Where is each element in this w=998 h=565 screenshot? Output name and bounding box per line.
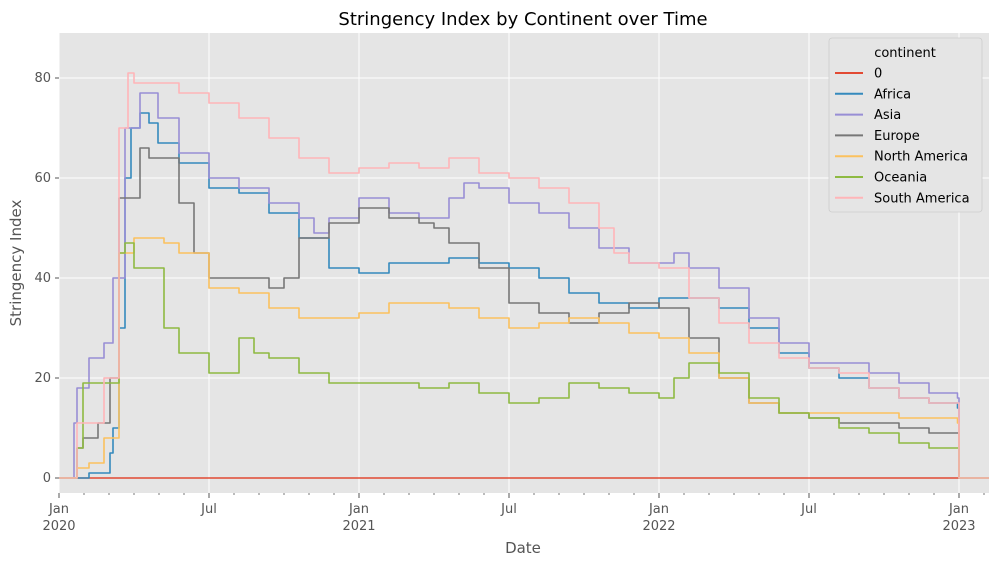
x-axis: Jan 2020 Jul Jan 2021 Jul Jan 2022 Jul Jan 2023 [42,493,985,534]
y-axis: 0 20 40 60 80 [34,71,59,486]
x-axis-label: Date [505,539,541,557]
x-tick-label: Jul [800,502,817,517]
x-tick-label: Jan [648,502,669,517]
x-tick-year: 2023 [942,519,975,534]
chart-title: Stringency Index by Continent over Time [338,9,707,30]
legend-label-oceania: Oceania [874,171,927,186]
y-tick-label: 40 [34,271,51,286]
x-tick-year: 2020 [42,519,75,534]
legend-label-north-america: North America [874,150,968,165]
x-tick-label: Jul [500,502,517,517]
y-tick-label: 20 [34,371,51,386]
series-line-oceania [59,242,989,479]
y-tick-label: 0 [43,471,51,486]
legend-items: 0 Africa Asia Europe North America Oceania Sou… [835,67,970,206]
legend-box [828,37,983,213]
x-tick-year: 2022 [642,519,675,534]
legend: continent 0 Africa Asia Europe North America… [828,37,983,213]
legend-title: continent [874,46,936,61]
legend-label-asia: Asia [874,108,901,123]
series-layer [59,72,989,479]
y-tick-label: 60 [34,171,51,186]
series-line-south-america [59,72,989,479]
y-axis-label: Stringency Index [7,200,25,327]
legend-label-africa: Africa [874,87,911,102]
x-tick-label: Jan [948,502,969,517]
x-tick-year: 2021 [342,519,375,534]
legend-label-europe: Europe [874,129,920,144]
legend-label-0: 0 [874,67,882,82]
x-tick-label: Jul [200,502,217,517]
x-tick-label: Jan [348,502,369,517]
y-tick-label: 80 [34,71,51,86]
x-tick-label: Jan [48,502,69,517]
legend-label-south-america: South America [874,191,970,206]
